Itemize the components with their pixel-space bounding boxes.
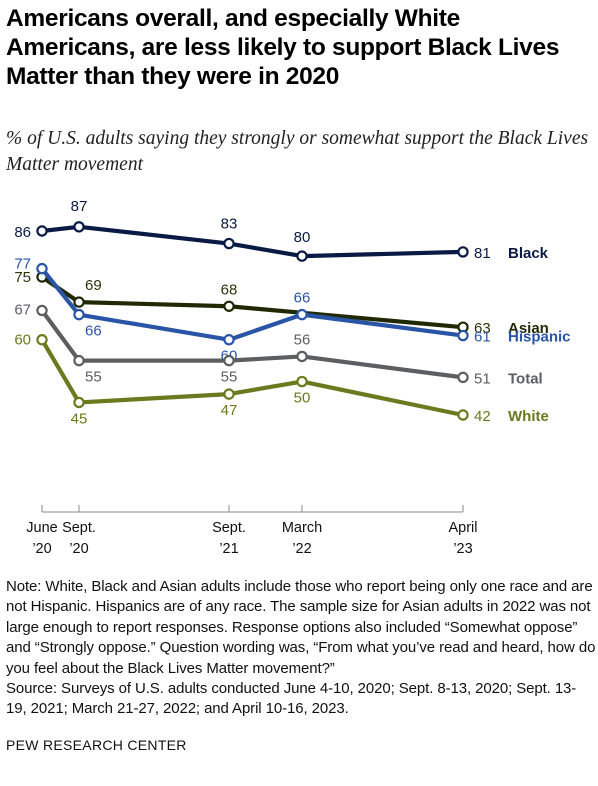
chart-title: Americans overall, and especially White … (6, 5, 560, 90)
data-point-white (457, 409, 469, 421)
data-label-white: 50 (294, 390, 311, 407)
data-point-total (73, 354, 85, 367)
data-label-black: 86 (14, 224, 31, 241)
data-label-white: 42 (474, 408, 491, 425)
data-point-black (296, 250, 308, 262)
data-label-asian: 63 (474, 320, 491, 337)
data-label-total: 56 (294, 331, 311, 348)
series-line-white (39, 337, 466, 418)
x-tick-label: Sept. (212, 520, 246, 536)
x-tick-label: ’22 (292, 541, 311, 557)
x-tick-label: ’21 (219, 541, 238, 557)
data-point-black (73, 221, 85, 233)
chart-note: Note: White, Black and Asian adults incl… (6, 577, 596, 720)
line-chart: June ’20 Sept. ’20 Sept. ’21 March ’22 April ’23 8… (14, 198, 571, 557)
x-tick-label: March (282, 520, 322, 536)
note-text: Note: White, Black and Asian adults incl… (6, 578, 596, 677)
data-point-white (36, 334, 48, 346)
data-point-white (73, 396, 85, 409)
x-tick-label: ’20 (69, 541, 88, 557)
organization-name: PEW RESEARCH CENTER (6, 737, 187, 753)
data-label-black: 81 (474, 245, 491, 262)
series-name-white: White (508, 408, 549, 425)
series-name-asian: Asian (508, 320, 549, 337)
x-tick-label: June (26, 520, 57, 536)
data-point-white (223, 388, 235, 400)
data-point-total (457, 371, 469, 384)
x-tick-label: Sept. (62, 520, 96, 536)
x-tick-label: ’23 (453, 541, 472, 557)
data-label-asian: 69 (85, 277, 102, 294)
series-name-total: Total (508, 370, 543, 387)
data-label-hispanic: 66 (294, 290, 311, 307)
data-label-white: 45 (71, 410, 88, 427)
source-text: Source: Surveys of U.S. adults conducted… (6, 680, 577, 718)
data-point-asian (73, 296, 85, 308)
data-label-total: 51 (474, 370, 491, 387)
series-name-black: Black (508, 245, 549, 262)
data-point-total (296, 350, 308, 363)
data-point-black (457, 246, 469, 258)
data-label-black: 80 (294, 229, 311, 246)
data-point-hispanic (223, 334, 235, 346)
data-point-total (223, 354, 235, 367)
data-point-hispanic (457, 329, 469, 342)
data-label-hispanic: 66 (85, 323, 102, 340)
data-label-black: 83 (221, 216, 238, 233)
data-point-hispanic (36, 262, 48, 275)
data-point-black (36, 225, 48, 237)
x-tick-label: ’20 (32, 541, 51, 557)
data-point-hispanic (73, 308, 85, 321)
data-point-total (36, 304, 48, 317)
chart-subtitle: % of U.S. adults saying they strongly or… (6, 128, 589, 175)
data-label-asian: 75 (14, 269, 31, 286)
data-label-white: 47 (221, 402, 238, 419)
series-name-hispanic: Hispanic (508, 329, 571, 346)
data-label-total: 55 (85, 369, 102, 386)
series-line-black (39, 224, 466, 259)
data-point-black (223, 237, 235, 250)
data-point-asian (223, 300, 235, 312)
data-label-hispanic: 77 (14, 256, 31, 273)
data-label-total: 55 (221, 369, 238, 386)
x-tick-label: April (448, 520, 477, 536)
data-label-asian: 68 (221, 281, 238, 298)
data-point-white (296, 375, 308, 388)
data-label-hispanic: 61 (474, 329, 491, 346)
data-point-hispanic (296, 308, 308, 321)
data-label-white: 60 (14, 332, 31, 349)
data-label-black: 87 (71, 198, 88, 215)
data-label-total: 67 (14, 301, 31, 318)
